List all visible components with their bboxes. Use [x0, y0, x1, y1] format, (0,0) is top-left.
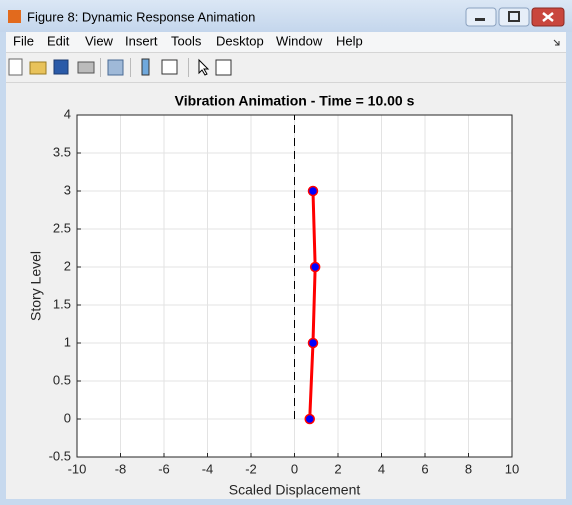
minimize-icon [475, 18, 485, 21]
new-icon[interactable] [8, 58, 23, 76]
series-line [308, 190, 317, 420]
separator [100, 58, 101, 77]
x-tick-label: -4 [202, 461, 214, 476]
x-axis-label: Scaled Displacement [229, 482, 361, 498]
menu-item[interactable]: Desktop [216, 33, 264, 48]
y-tick-label: 0 [64, 410, 71, 425]
property-icon[interactable] [215, 59, 232, 76]
y-axis-label: Story Level [28, 251, 44, 321]
series-marker [309, 261, 321, 273]
separator [6, 82, 566, 83]
open-icon[interactable] [29, 61, 47, 75]
x-tick-label: 0 [291, 461, 298, 476]
app-icon [8, 10, 21, 23]
y-tick-label: 3.5 [53, 144, 71, 159]
y-tick-label: -0.5 [49, 448, 71, 463]
x-tick-label: -6 [158, 461, 170, 476]
menu-item[interactable]: Insert [125, 33, 158, 48]
print-icon[interactable] [77, 61, 95, 74]
separator [188, 58, 189, 77]
x-tick-label: -8 [115, 461, 127, 476]
series-marker [304, 413, 315, 425]
separator [130, 58, 131, 77]
toolbar [8, 58, 232, 77]
x-tick-label: 2 [334, 461, 341, 476]
x-tick-label: 4 [378, 461, 385, 476]
series-marker [307, 337, 319, 349]
y-tick-label: 2 [64, 258, 71, 273]
y-tick-label: 1 [64, 334, 71, 349]
dock-arrow[interactable] [553, 39, 560, 46]
y-tick-label: 2.5 [53, 220, 71, 235]
menu-item[interactable]: Window [276, 33, 323, 48]
menu-item[interactable]: Edit [47, 33, 70, 48]
menu-item[interactable]: Tools [171, 33, 202, 48]
menu-item[interactable]: File [13, 33, 34, 48]
x-tick-label: 10 [505, 461, 519, 476]
menu-item[interactable]: View [85, 33, 114, 48]
y-tick-label: 3 [64, 182, 71, 197]
close-icon [542, 12, 554, 22]
minimize-button[interactable] [465, 7, 497, 27]
separator [6, 52, 566, 53]
x-tick-label: -10 [68, 461, 87, 476]
series-marker [307, 185, 319, 197]
maximize-icon [508, 11, 520, 22]
y-tick-label: 0.5 [53, 372, 71, 387]
colorbar-icon[interactable] [141, 58, 150, 76]
y-tick-label: 4 [64, 106, 71, 121]
x-tick-label: 6 [421, 461, 428, 476]
save-icon[interactable] [53, 59, 69, 75]
window-title: Figure 8: Dynamic Response Animation [27, 9, 255, 24]
x-tick-label: 8 [465, 461, 472, 476]
menu-bar [6, 32, 566, 52]
chart-title: Vibration Animation - Time = 10.00 s [175, 93, 415, 109]
maximize-button[interactable] [498, 7, 530, 27]
pointer-icon[interactable] [198, 58, 210, 76]
link-icon[interactable] [107, 59, 124, 76]
y-tick-label: 1.5 [53, 296, 71, 311]
x-tick-label: -2 [245, 461, 257, 476]
legend-icon[interactable] [161, 59, 178, 75]
menu-item[interactable]: Help [336, 33, 363, 48]
